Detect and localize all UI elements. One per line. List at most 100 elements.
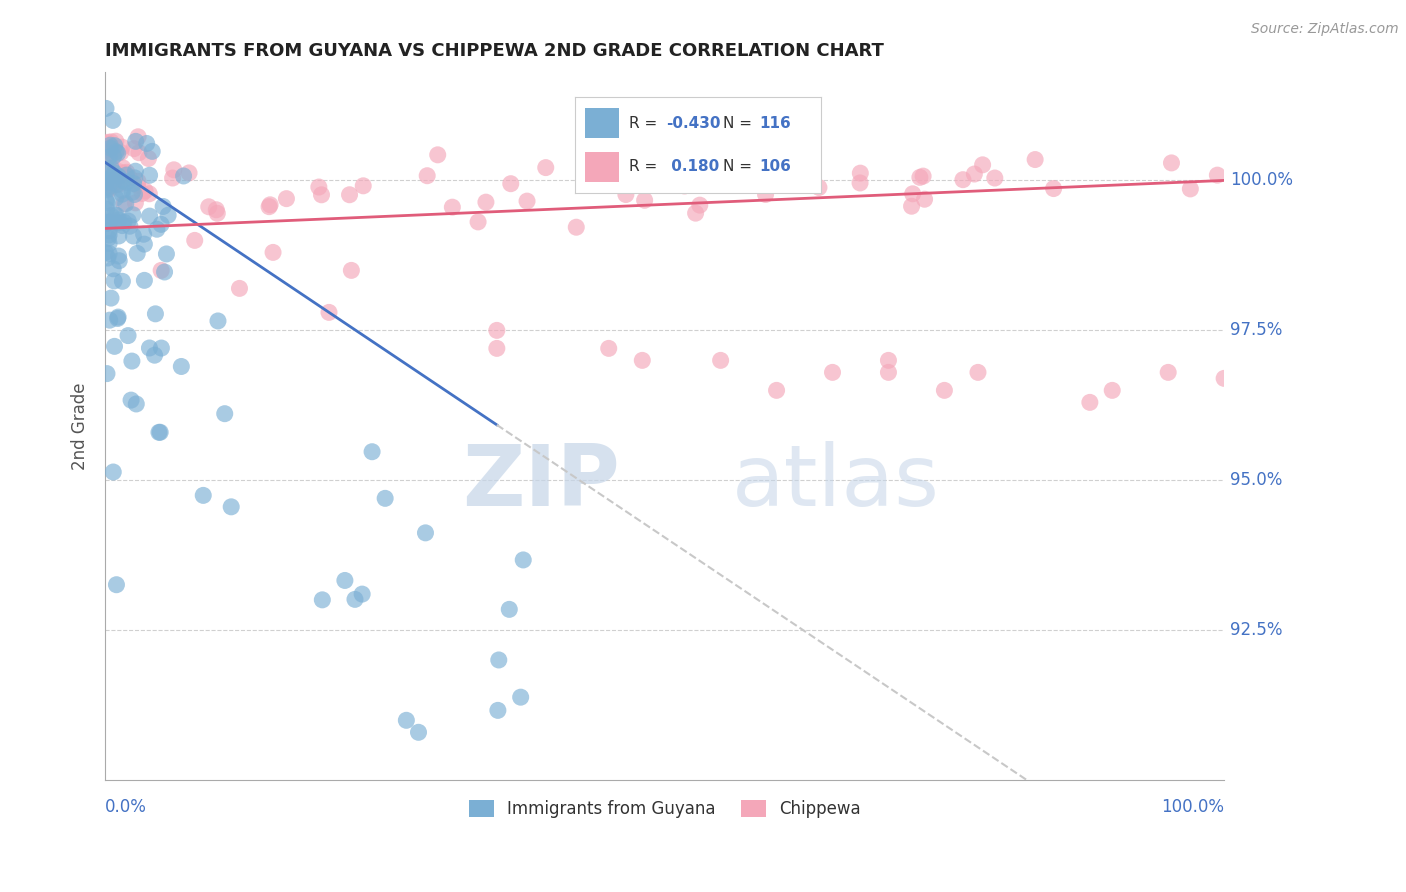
Point	[1180, 182, 1202, 196]
Point	[183, 234, 205, 248]
Point	[416, 169, 439, 183]
Point	[972, 158, 994, 172]
Point	[100, 135, 122, 149]
Point	[534, 161, 557, 175]
Point	[849, 176, 872, 190]
Point	[115, 165, 138, 179]
Point	[754, 187, 776, 202]
Point	[98, 182, 121, 196]
Point	[205, 202, 228, 217]
Point	[311, 592, 333, 607]
Point	[101, 176, 124, 190]
Point	[96, 195, 118, 210]
Point	[107, 178, 129, 192]
Point	[103, 149, 125, 163]
Point	[1042, 181, 1064, 195]
Point	[96, 176, 118, 190]
Point	[98, 141, 121, 155]
Point	[96, 148, 118, 162]
Point	[485, 342, 508, 356]
Point	[415, 525, 437, 540]
Point	[100, 291, 122, 305]
Point	[117, 214, 139, 228]
Point	[499, 177, 522, 191]
Point	[111, 187, 134, 202]
Point	[101, 113, 124, 128]
Point	[122, 177, 145, 191]
Point	[107, 310, 129, 324]
Point	[724, 149, 747, 163]
Point	[426, 148, 449, 162]
Point	[150, 263, 173, 277]
Point	[125, 397, 148, 411]
Point	[124, 170, 146, 185]
Point	[97, 231, 120, 245]
Point	[122, 208, 145, 222]
Point	[97, 180, 120, 194]
Text: Source: ZipAtlas.com: Source: ZipAtlas.com	[1251, 22, 1399, 37]
Point	[633, 194, 655, 208]
Point	[1101, 384, 1123, 398]
Point	[118, 219, 141, 234]
Point	[150, 218, 173, 232]
Point	[107, 146, 129, 161]
Point	[96, 367, 118, 381]
Point	[98, 227, 121, 242]
Point	[118, 171, 141, 186]
Point	[308, 180, 330, 194]
Point	[565, 220, 588, 235]
Point	[441, 200, 464, 214]
Point	[100, 145, 122, 159]
Point	[155, 247, 177, 261]
Point	[104, 208, 127, 222]
Point	[486, 703, 509, 717]
Point	[361, 444, 384, 458]
Point	[97, 164, 120, 178]
Point	[257, 200, 280, 214]
Point	[107, 229, 129, 244]
Point	[94, 172, 117, 186]
Point	[105, 172, 128, 186]
Point	[98, 224, 121, 238]
Point	[498, 602, 520, 616]
Point	[765, 384, 787, 398]
Point	[100, 175, 122, 189]
Point	[821, 365, 844, 379]
Point	[108, 164, 131, 178]
Point	[162, 171, 184, 186]
Point	[710, 353, 733, 368]
Point	[122, 142, 145, 156]
Point	[96, 143, 118, 157]
Point	[193, 488, 215, 502]
Point	[115, 175, 138, 189]
Point	[138, 152, 160, 166]
Point	[963, 167, 986, 181]
Point	[103, 175, 125, 189]
Point	[984, 171, 1007, 186]
Point	[124, 164, 146, 178]
Point	[138, 341, 160, 355]
Point	[276, 192, 298, 206]
Point	[146, 222, 169, 236]
Point	[153, 265, 176, 279]
Point	[100, 161, 122, 175]
Point	[110, 145, 132, 160]
Point	[614, 187, 637, 202]
Point	[207, 314, 229, 328]
Point	[631, 353, 654, 368]
Point	[141, 145, 163, 159]
Point	[148, 425, 170, 440]
Point	[97, 181, 120, 195]
Text: 100.0%: 100.0%	[1230, 171, 1292, 189]
Point	[685, 206, 707, 220]
Point	[177, 166, 200, 180]
Text: 92.5%: 92.5%	[1230, 622, 1282, 640]
Point	[173, 169, 195, 183]
Point	[149, 425, 172, 440]
Point	[219, 500, 242, 514]
Point	[112, 197, 135, 211]
Point	[689, 198, 711, 212]
Point	[1160, 156, 1182, 170]
Point	[98, 150, 121, 164]
Point	[352, 178, 374, 193]
